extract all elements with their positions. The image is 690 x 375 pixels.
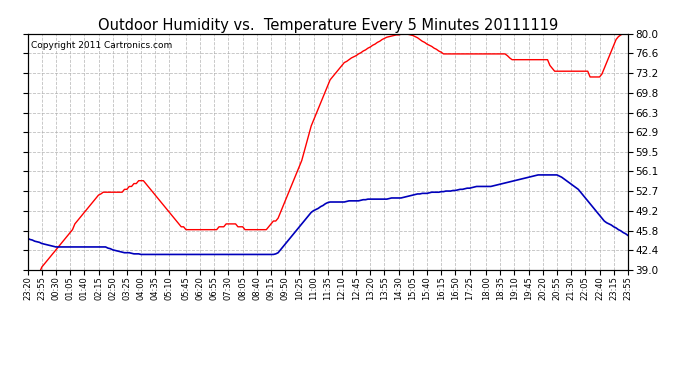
Title: Outdoor Humidity vs.  Temperature Every 5 Minutes 20111119: Outdoor Humidity vs. Temperature Every 5… (97, 18, 558, 33)
Text: Copyright 2011 Cartronics.com: Copyright 2011 Cartronics.com (30, 41, 172, 50)
